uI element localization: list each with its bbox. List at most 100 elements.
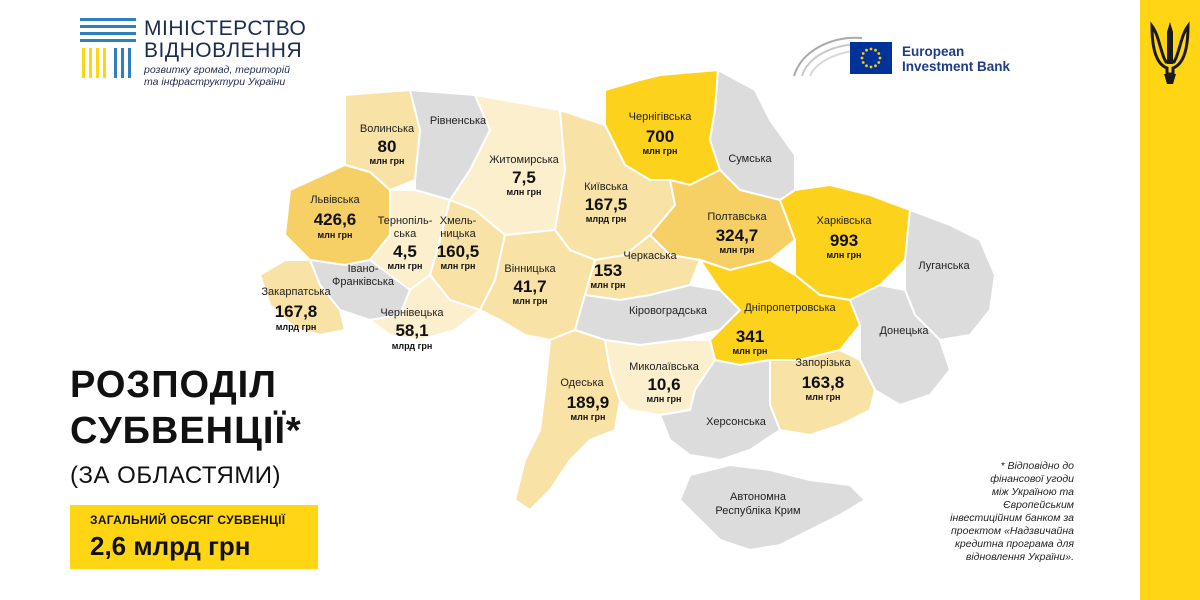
label-sumska: Сумська (728, 153, 772, 165)
value-odeska: 189,9 (567, 393, 610, 412)
label-kharkivska: Харківська (817, 215, 873, 227)
footnote-line: інвестиційним банком за (950, 512, 1074, 524)
side-band (1140, 0, 1200, 600)
value-vinnytska: 41,7 (513, 277, 546, 296)
unit-dnipropetrovska: млн грн (733, 346, 768, 356)
eu-flag-icon (850, 42, 892, 74)
value-kyivska: 167,5 (585, 195, 628, 214)
eu-star (869, 47, 873, 51)
label-rivnenska: Рівненська (430, 115, 487, 127)
footnote-line: між Україною та (991, 486, 1074, 498)
value-mykolaivska: 10,6 (647, 375, 680, 394)
eu-star (874, 64, 877, 68)
unit-chernihivska: млн грн (643, 146, 678, 156)
footnote-line: кредитна програма для (954, 538, 1074, 550)
ministry-title-line1: МІНІСТЕРСТВО (144, 17, 307, 40)
unit-chernivetska: млрд грн (392, 341, 433, 351)
label-volynska: Волинська (360, 123, 415, 135)
unit-odeska: млн грн (571, 412, 606, 422)
ministry-title-line2: ВІДНОВЛЕННЯ (144, 39, 303, 62)
footnote-line: відновлення України». (965, 551, 1074, 563)
label-khmelnytska-1: Хмель- (440, 215, 477, 227)
eu-star (869, 65, 873, 69)
eib-name-line2: Investment Bank (902, 59, 1011, 74)
label-ivano-frankivska-2: Франківська (332, 276, 395, 288)
eu-star (860, 56, 864, 60)
label-poltavska: Полтавська (707, 211, 767, 223)
value-dnipropetrovska: 341 (736, 327, 764, 346)
footnote-line: фінансової угоди (990, 473, 1074, 485)
unit-volynska: млн грн (370, 156, 405, 166)
eu-star (861, 61, 865, 64)
eib-logo: European Investment Bank (792, 30, 1052, 80)
unit-zhytomyrska: млн грн (507, 187, 542, 197)
eu-star (865, 48, 868, 52)
region-khersonska (658, 358, 782, 462)
unit-vinnytska: млн грн (513, 296, 548, 306)
value-khmelnytska: 160,5 (437, 242, 480, 261)
unit-zakarpatska: млрд грн (276, 322, 317, 332)
unit-cherkaska: млн грн (591, 280, 626, 290)
eu-star (865, 64, 868, 68)
region-donetska (848, 283, 952, 407)
total-value: 2,6 млрд грн (90, 531, 251, 561)
unit-ternopilska: млн грн (388, 261, 423, 271)
footnote-line: проектом «Надзвичайна (951, 525, 1074, 537)
eu-star (874, 48, 877, 52)
label-vinnytska: Вінницька (504, 263, 556, 275)
label-chernihivska: Чернігівська (629, 111, 693, 123)
footnote: * Відповідно до фінансової угоди між Укр… (922, 460, 1074, 564)
label-ivano-frankivska-1: Івано- (348, 263, 379, 275)
label-zhytomyrska: Житомирська (489, 154, 559, 166)
label-mykolaivska: Миколаївська (629, 361, 700, 373)
region-luhanska (904, 208, 997, 342)
label-cherkaska: Черкаська (623, 250, 677, 262)
value-lvivska: 426,6 (314, 210, 357, 229)
footnote-line: Європейським (1003, 499, 1074, 511)
eib-name: European Investment Bank (902, 44, 1042, 74)
label-khmelnytska-2: ницька (440, 228, 476, 240)
headline-line1: РОЗПОДІЛ (70, 364, 277, 406)
label-dnipropetrovska: Дніпропетровська (744, 302, 836, 314)
ministry-title: МІНІСТЕРСТВО ВІДНОВЛЕННЯ (144, 18, 306, 62)
value-zakarpatska: 167,8 (275, 302, 318, 321)
headline-subtitle: (ЗА ОБЛАСТЯМИ) (70, 462, 282, 489)
label-chernivetska: Чернівецька (380, 307, 444, 319)
value-poltavska: 324,7 (716, 226, 759, 245)
value-zaporizka: 163,8 (802, 373, 845, 392)
label-donetska: Донецька (879, 325, 929, 337)
region-crimea (678, 463, 867, 552)
value-volynska: 80 (378, 137, 397, 156)
unit-poltavska: млн грн (720, 245, 755, 255)
value-ternopilska: 4,5 (393, 242, 417, 261)
label-ternopilska-2: ська (394, 228, 417, 240)
ministry-logo: МІНІСТЕРСТВО ВІДНОВЛЕННЯ розвитку громад… (80, 18, 340, 88)
label-odeska: Одеська (560, 377, 604, 389)
ukraine-map: Волинська 80 млн грн Рівненська Житомирс… (258, 68, 997, 552)
eu-star (861, 52, 865, 55)
ministry-subtitle: розвитку громад, територій та інфраструк… (144, 64, 344, 88)
value-kharkivska: 993 (830, 231, 858, 250)
value-chernihivska: 700 (646, 127, 674, 146)
region-kharkivska (778, 183, 912, 302)
label-lvivska: Львівська (310, 194, 360, 206)
label-ternopilska-1: Тернопіль- (378, 215, 433, 227)
eu-star (878, 56, 882, 60)
label-crimea-2: Республіка Крим (715, 505, 800, 517)
label-kyivska: Київська (584, 181, 629, 193)
unit-mykolaivska: млн грн (647, 394, 682, 404)
total-box: ЗАГАЛЬНИЙ ОБСЯГ СУБВЕНЦІЇ 2,6 млрд грн (70, 505, 318, 569)
unit-lvivska: млн грн (318, 230, 353, 240)
label-luhanska: Луганська (918, 260, 970, 272)
label-kirovohradska: Кіровоградська (629, 305, 708, 317)
ministry-logo-icon (80, 18, 136, 78)
value-zhytomyrska: 7,5 (512, 168, 536, 187)
ministry-subtitle-line2: та інфраструктури України (144, 76, 286, 88)
eib-name-line1: European (902, 44, 965, 59)
value-chernivetska: 58,1 (395, 321, 428, 340)
total-label: ЗАГАЛЬНИЙ ОБСЯГ СУБВЕНЦІЇ (90, 513, 286, 527)
region-chernivetska (367, 273, 483, 342)
ministry-subtitle-line1: розвитку громад, територій (144, 64, 290, 76)
label-zakarpatska: Закарпатська (261, 286, 331, 298)
value-cherkaska: 153 (594, 261, 622, 280)
